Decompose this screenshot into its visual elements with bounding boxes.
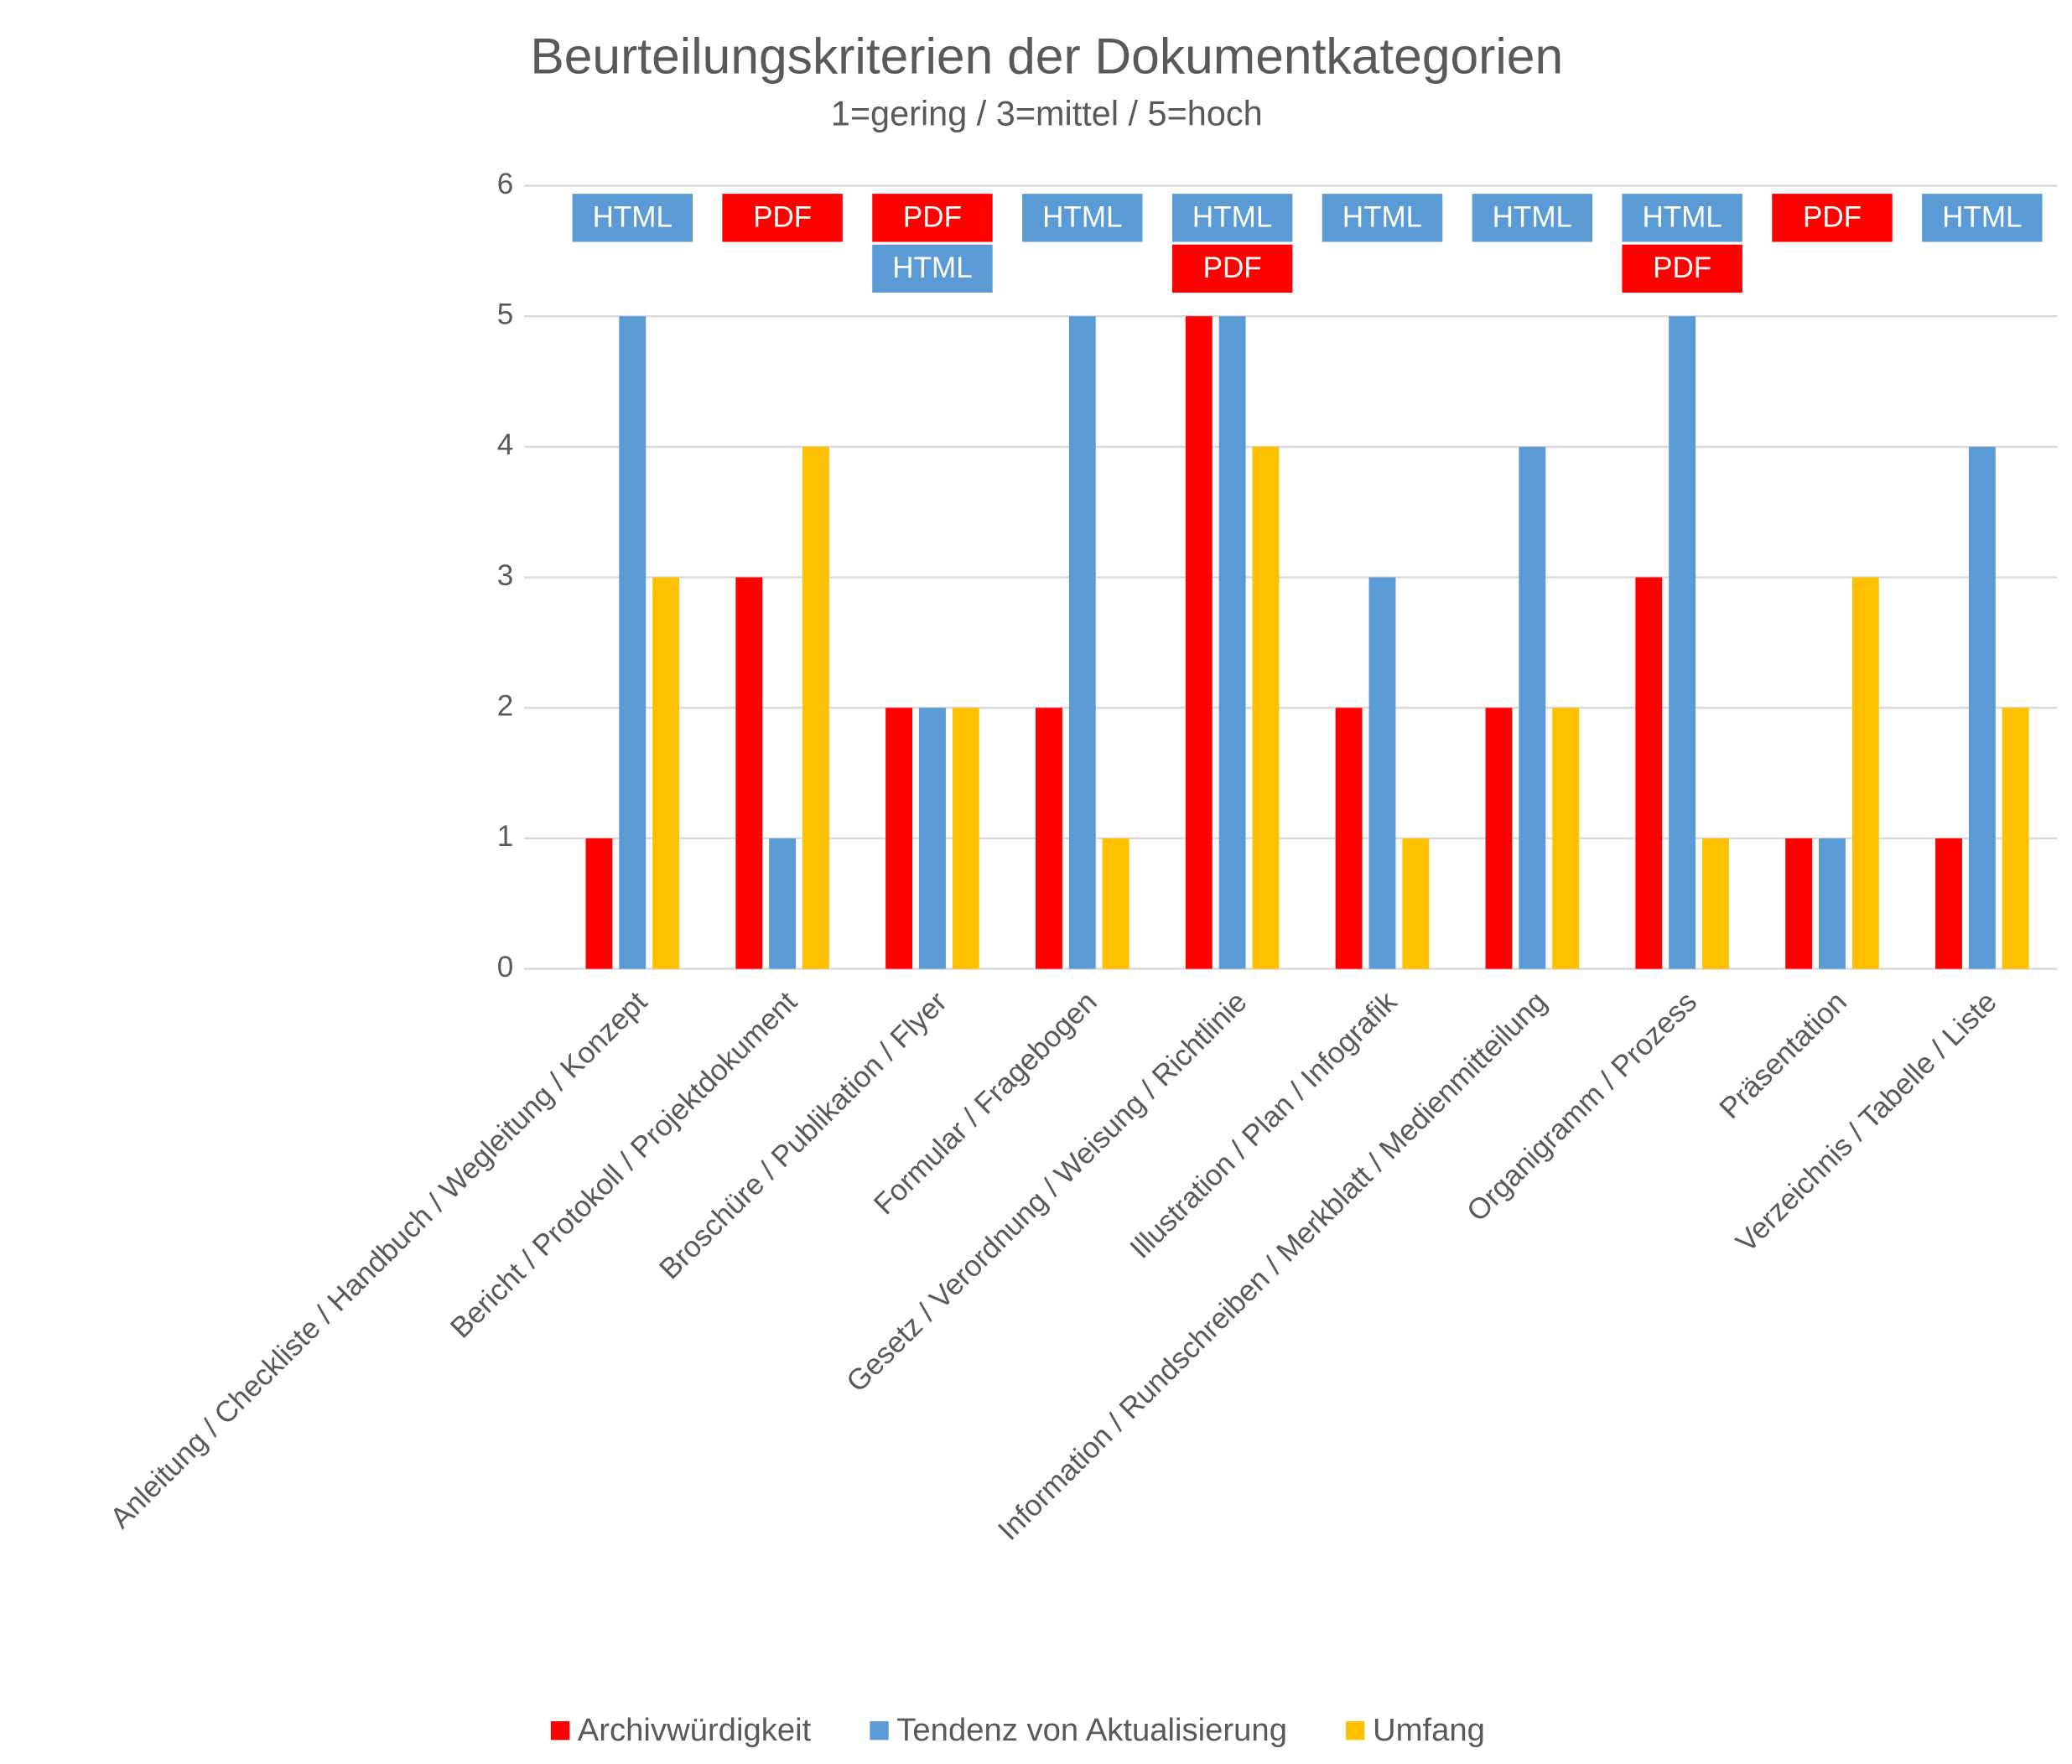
chart-title: Beurteilungskriterien der Dokumentkatego…: [530, 28, 1563, 85]
y-tick-label: 6: [497, 168, 514, 200]
format-badge-label: HTML: [1192, 201, 1272, 234]
bar: [585, 838, 613, 969]
format-badge-label: HTML: [1042, 201, 1122, 234]
bar: [952, 708, 979, 969]
bar: [1552, 708, 1580, 969]
format-badge: [572, 194, 693, 242]
format-badge: [722, 194, 843, 242]
bar: [652, 577, 680, 969]
bar: [1669, 316, 1696, 969]
bar: [1252, 446, 1280, 969]
bar: [1519, 446, 1546, 969]
bar: [1785, 838, 1813, 969]
y-tick-label: 3: [497, 559, 514, 592]
y-tick-label: 2: [497, 690, 514, 723]
format-badge: [1772, 194, 1893, 242]
bar: [2002, 708, 2029, 969]
bar: [1485, 708, 1513, 969]
format-badge-label: PDF: [753, 201, 812, 234]
format-badge-label: PDF: [1803, 201, 1862, 234]
x-tick-label: Präsentation: [1713, 985, 1853, 1125]
y-tick-label: 4: [497, 428, 514, 461]
y-tick-label: 0: [497, 951, 514, 983]
format-badge: [1922, 194, 2043, 242]
bar: [1819, 838, 1846, 969]
bar: [919, 708, 946, 969]
bar: [769, 838, 797, 969]
chart-subtitle: 1=gering / 3=mittel / 5=hoch: [831, 94, 1263, 133]
format-badge: [1171, 194, 1293, 242]
format-badge: [1622, 244, 1742, 293]
legend-swatch: [550, 1720, 570, 1741]
legend-label: Tendenz von Aktualisierung: [896, 1712, 1287, 1748]
format-badge: [1322, 194, 1443, 242]
format-badge: [1622, 194, 1742, 242]
bar: [1102, 838, 1129, 969]
legend-swatch: [1346, 1720, 1365, 1741]
bar: [1935, 838, 1962, 969]
x-tick-label: Verzeichnis / Tabelle / Liste: [1730, 985, 2003, 1258]
bar: [619, 316, 647, 969]
legend-swatch: [870, 1720, 889, 1741]
x-tick-label: Information / Rundschreiben / Merkblatt …: [992, 985, 1553, 1546]
format-badge-label: PDF: [1203, 252, 1262, 284]
y-tick-label: 5: [497, 298, 514, 330]
bar: [1851, 577, 1879, 969]
bar: [1702, 838, 1729, 969]
bar: [1968, 446, 1996, 969]
format-badge: [1022, 194, 1143, 242]
format-badge-label: HTML: [892, 252, 972, 284]
bar: [1185, 316, 1213, 969]
legend-label: Umfang: [1373, 1712, 1485, 1748]
format-badge-label: HTML: [593, 201, 672, 234]
bar: [1335, 708, 1363, 969]
legend-label: Archivwürdigkeit: [578, 1712, 812, 1748]
x-tick-label: Illustration / Plan / Infografik: [1124, 985, 1404, 1265]
format-badge: [872, 244, 993, 293]
format-badge: [1171, 244, 1293, 293]
bar: [1068, 316, 1096, 969]
bar: [802, 446, 829, 969]
bar: [885, 708, 913, 969]
bar: [1368, 577, 1396, 969]
format-badge-label: HTML: [1493, 201, 1572, 234]
bar: [1036, 708, 1062, 969]
format-badge-label: HTML: [1942, 201, 2022, 234]
x-tick-label: Broschüre / Publikation / Flyer: [653, 985, 953, 1285]
bar: [1635, 577, 1663, 969]
x-tick-label: Anleitung / Checkliste / Handbuch / Wegl…: [104, 985, 653, 1534]
format-badge-label: PDF: [1653, 252, 1711, 284]
format-badge-label: PDF: [903, 201, 962, 234]
bar: [1218, 316, 1246, 969]
format-badge: [1472, 194, 1593, 242]
y-tick-label: 1: [497, 820, 514, 853]
bar: [735, 577, 763, 969]
bar: [1402, 838, 1430, 969]
format-badge-label: HTML: [1342, 201, 1422, 234]
format-badge-label: HTML: [1642, 201, 1721, 234]
format-badge: [872, 194, 993, 242]
